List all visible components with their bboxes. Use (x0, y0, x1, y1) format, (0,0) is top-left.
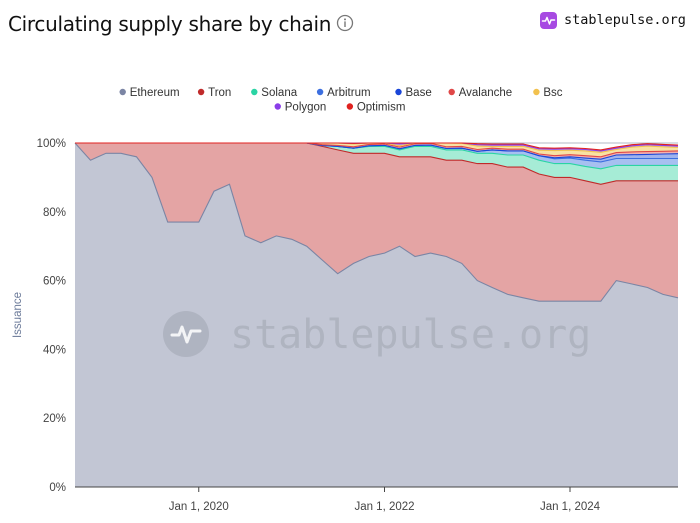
legend-label-tron[interactable]: Tron (208, 87, 231, 99)
y-axis: 0% 20% 40% 60% 80% 100% (37, 138, 66, 494)
watermark-logo-icon (163, 311, 209, 357)
legend-label-optimism[interactable]: Optimism (357, 102, 406, 114)
y-tick-label: 60% (43, 276, 66, 288)
y-tick-label: 100% (37, 138, 66, 150)
legend-label-solana[interactable]: Solana (261, 87, 297, 99)
x-axis: Jan 1, 2020 Jan 1, 2022 Jan 1, 2024 (75, 486, 678, 513)
legend-marker-tron (197, 88, 205, 96)
page-title: Circulating supply share by chain (8, 12, 332, 36)
series-line-ethereum (74, 142, 679, 302)
legend-marker-ethereum (119, 88, 126, 96)
legend-marker-polygon (274, 103, 281, 110)
legend-label-polygon[interactable]: Polygon (285, 102, 327, 114)
brand[interactable]: stablepulse.org (540, 10, 686, 30)
y-tick-label: 0% (49, 482, 66, 494)
legend-label-base[interactable]: Base (406, 87, 432, 99)
watermark: stablepulse.org (163, 311, 591, 358)
y-axis-title: Issuance (12, 292, 24, 338)
legend-marker-base (395, 88, 402, 96)
legend-marker-avalanche (448, 88, 455, 96)
series-line-optimism (75, 142, 679, 151)
area-ethereum[interactable] (75, 143, 678, 487)
pulse-logo-icon (540, 11, 557, 29)
watermark-pulse-icon (170, 325, 202, 344)
legend-label-arbitrum[interactable]: Arbitrum (327, 87, 370, 99)
x-tick-label: Jan 1, 2020 (169, 501, 229, 513)
y-tick-label: 80% (43, 207, 66, 219)
chart-lines (74, 142, 679, 302)
y-tick-label: 40% (43, 344, 66, 356)
area-tron[interactable] (75, 143, 678, 302)
info-circle-icon[interactable] (336, 14, 354, 32)
y-tick-label: 20% (43, 413, 66, 425)
legend-marker-arbitrum (316, 88, 324, 96)
legend-marker-optimism (346, 103, 354, 110)
legend-label-bsc[interactable]: Bsc (543, 87, 562, 99)
legend-marker-bsc (533, 88, 540, 96)
legend-marker-solana (251, 88, 258, 96)
chart-legend: Ethereum Tron Solana Arbitrum Base Avalanche B… (119, 87, 563, 114)
legend-label-avalanche[interactable]: Avalanche (459, 87, 513, 99)
legend-label-ethereum[interactable]: Ethereum (130, 87, 180, 99)
brand-name: stablepulse.org (564, 12, 686, 28)
x-tick-label: Jan 1, 2022 (354, 501, 414, 513)
x-tick-label: Jan 1, 2024 (540, 501, 601, 513)
watermark-text: stablepulse.org (230, 312, 591, 358)
